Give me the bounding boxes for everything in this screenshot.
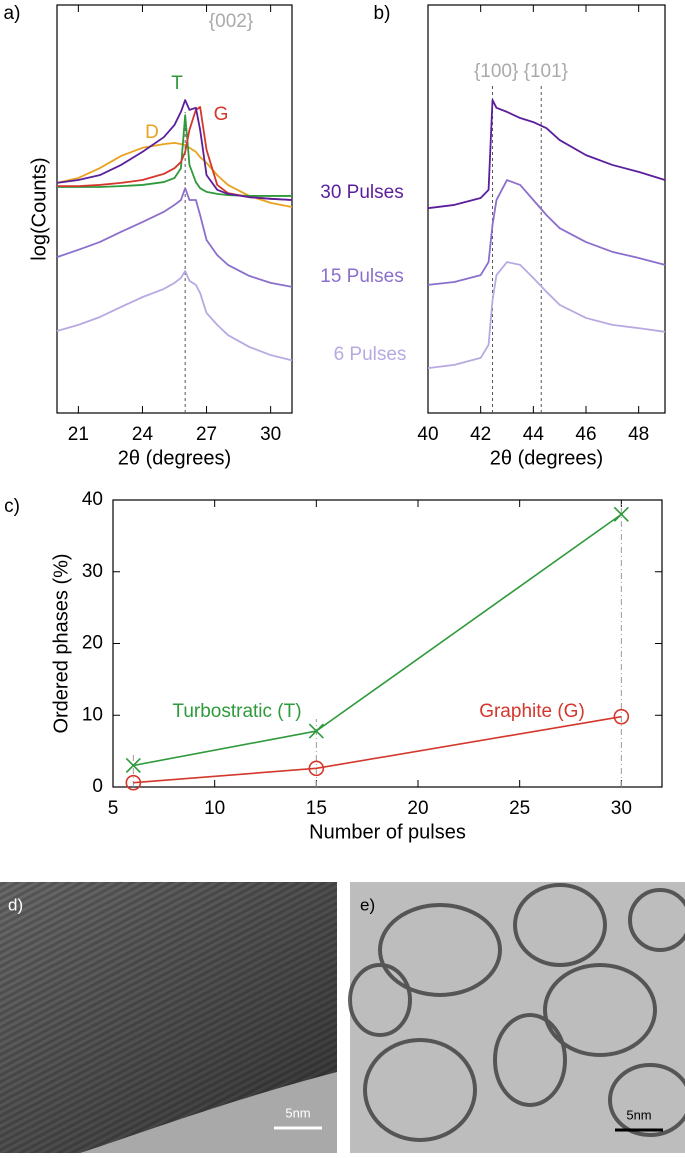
plot-frame xyxy=(56,4,293,414)
y-tick-label: 40 xyxy=(82,489,103,510)
x-tick-label: 24 xyxy=(132,424,154,445)
x-tick-label: 44 xyxy=(523,424,545,445)
series-line xyxy=(56,99,293,201)
x-tick-label: 46 xyxy=(575,424,596,445)
y-tick-label: 30 xyxy=(82,561,103,582)
series-line xyxy=(56,270,293,362)
marker xyxy=(613,506,629,522)
series-line xyxy=(133,513,622,767)
y-axis-label: Ordered phases (%) xyxy=(50,553,72,733)
panel-label: c) xyxy=(4,496,20,517)
x-tick-label: 30 xyxy=(611,798,632,819)
scale-label: 5nm xyxy=(626,1107,651,1122)
x-axis-label: Number of pulses xyxy=(309,821,466,843)
x-tick-label: 27 xyxy=(196,424,217,445)
series-label: 15 Pulses xyxy=(320,266,403,287)
marker xyxy=(613,708,630,725)
x-tick-label: 21 xyxy=(68,424,89,445)
x-tick-label: 30 xyxy=(260,424,281,445)
series-label: T xyxy=(171,73,183,94)
x-tick-label: 15 xyxy=(306,798,327,819)
y-axis-label: log(Counts) xyxy=(28,157,50,260)
image-label: e) xyxy=(360,895,375,914)
series-label: 6 Pulses xyxy=(334,344,407,365)
y-tick-label: 10 xyxy=(82,704,103,725)
series-label: G xyxy=(214,104,229,125)
x-tick-label: 42 xyxy=(470,424,491,445)
x-tick-label: 20 xyxy=(407,798,428,819)
annotation: {002} xyxy=(209,11,253,32)
y-tick-label: 20 xyxy=(82,633,103,654)
series-label: 30 Pulses xyxy=(320,182,403,203)
series-label: D xyxy=(145,122,159,143)
series-line xyxy=(427,179,666,286)
series-line xyxy=(57,106,293,201)
x-axis-label: 2θ (degrees) xyxy=(118,447,231,469)
image-e: e) 5nm xyxy=(348,882,685,1153)
x-axis-label: 2θ (degrees) xyxy=(490,447,603,469)
series-line xyxy=(427,261,666,370)
series-line xyxy=(57,114,292,197)
x-tick-label: 5 xyxy=(108,798,119,819)
series-label: Graphite (G) xyxy=(479,701,585,722)
x-tick-label: 40 xyxy=(417,424,438,445)
x-tick-label: 10 xyxy=(204,798,225,819)
annotation: {100} {101} xyxy=(474,61,568,82)
marker xyxy=(125,757,141,774)
x-tick-label: 48 xyxy=(628,424,649,445)
series-line xyxy=(427,99,666,210)
marker xyxy=(125,774,142,791)
series-line xyxy=(56,187,293,288)
image-d: d) 5nm xyxy=(0,882,337,1153)
plot-frame xyxy=(427,4,666,414)
panel-label: b) xyxy=(374,3,391,24)
image-label: d) xyxy=(8,895,23,914)
marker xyxy=(308,760,325,777)
series-line xyxy=(133,715,622,784)
scale-label: 5nm xyxy=(285,1105,310,1120)
x-tick-label: 25 xyxy=(509,798,530,819)
marker xyxy=(308,723,324,739)
panel-label: a) xyxy=(4,3,21,24)
series-label: Turbostratic (T) xyxy=(172,701,301,722)
y-tick-label: 0 xyxy=(92,776,103,797)
